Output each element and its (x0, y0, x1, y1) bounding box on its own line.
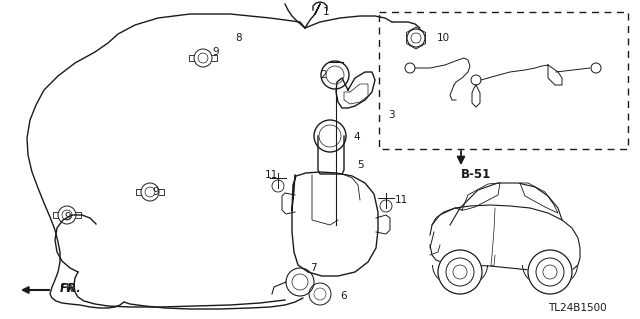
Text: 9: 9 (64, 212, 70, 222)
Circle shape (528, 250, 572, 294)
Text: 6: 6 (340, 291, 347, 301)
Circle shape (438, 250, 482, 294)
Text: 3: 3 (388, 110, 395, 120)
Text: 7: 7 (310, 263, 317, 273)
Polygon shape (430, 205, 580, 272)
Text: 4: 4 (353, 132, 360, 142)
Text: FR.: FR. (60, 284, 76, 294)
Text: 2: 2 (320, 70, 326, 80)
Text: 1: 1 (323, 7, 330, 17)
Text: 10: 10 (437, 33, 450, 43)
Text: 11: 11 (265, 170, 278, 180)
Text: 9: 9 (212, 47, 219, 57)
Bar (379, 12, 628, 149)
Text: B-51: B-51 (461, 168, 492, 182)
Text: 8: 8 (235, 33, 242, 43)
Text: FR.: FR. (60, 283, 82, 295)
Text: 11: 11 (395, 195, 408, 205)
Text: 5: 5 (357, 160, 364, 170)
Text: 9: 9 (152, 187, 159, 197)
Text: TL24B1500: TL24B1500 (548, 303, 607, 313)
